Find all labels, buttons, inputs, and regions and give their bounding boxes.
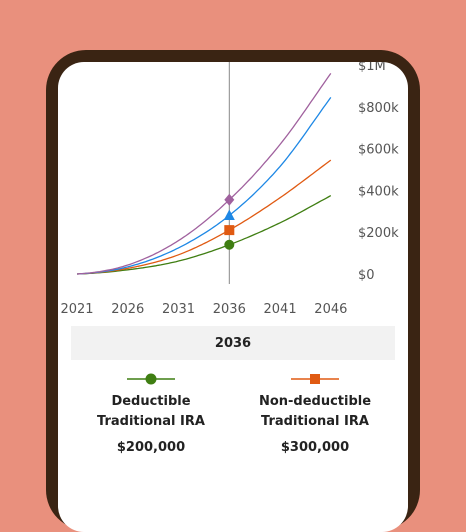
series-marker-circle [224,239,235,250]
y-tick-label: $800k [358,101,399,116]
series-marker-square [224,225,235,236]
x-tick-label: 2046 [314,302,347,317]
legend-value: $300,000 [280,440,350,455]
legend-name-line1: Non-deductible [258,394,372,409]
x-tick-label: 2036 [213,302,246,317]
legend-name-line1: Deductible [111,394,191,409]
selected-year-label: 2036 [214,335,252,351]
y-tick-label: $400k [358,184,399,199]
y-tick-label: $0 [358,268,375,283]
legend-item-deductible[interactable]: Deductible Traditional IRA $200,000 [71,372,231,455]
legend-name-line2: Traditional IRA [261,414,369,429]
x-tick-label: 2026 [111,302,144,317]
y-tick-label: $600k [358,143,399,158]
legend-name-line2: Traditional IRA [97,414,205,429]
y-tick-label: $1M [358,62,386,74]
y-tick-label: $200k [358,226,399,241]
series-line-2 [76,97,332,275]
series-line-0 [76,195,332,275]
legend-value: $200,000 [116,440,186,455]
x-tick-label: 2041 [264,302,297,317]
legend-circle-marker-icon [127,373,175,385]
selected-year-bar: 2036 [71,326,395,360]
legend-item-non-deductible[interactable]: Non-deductible Traditional IRA $300,000 [235,372,395,455]
series-line-1 [76,159,332,275]
series-marker-triangle [223,209,235,220]
x-tick-label: 2031 [162,302,195,317]
app-screen: $0 $200k $400k $600k $800k $1M 2021 2026 2031 203… [58,62,408,532]
growth-chart[interactable]: $0 $200k $400k $600k $800k $1M 2021 2026 2031 203… [58,62,408,322]
series-marker-diamond [224,193,235,206]
x-tick-label: 2021 [60,302,93,317]
series-line-3 [76,73,332,275]
legend-square-marker-icon [291,374,339,384]
